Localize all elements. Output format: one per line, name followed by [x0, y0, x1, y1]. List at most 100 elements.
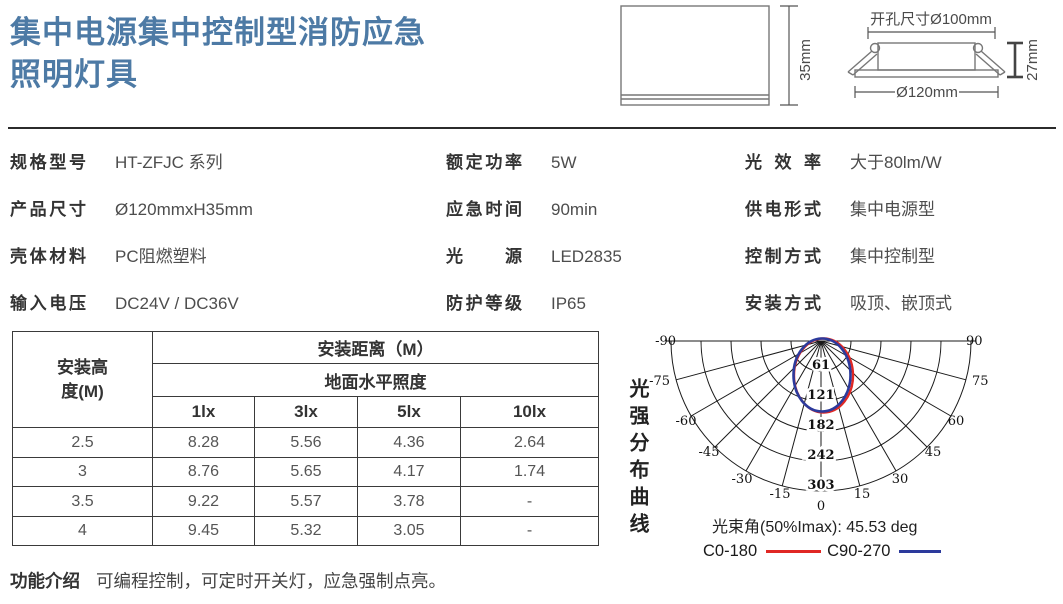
- distance-cell: -: [459, 486, 600, 517]
- distance-cell: 5.56: [254, 427, 358, 458]
- distance-cell: 3.05: [357, 516, 461, 546]
- distance-cell: 5.65: [254, 457, 358, 487]
- divider-line: [8, 127, 1056, 129]
- spec-model: 规格型号 HT-ZFJC 系列: [10, 152, 223, 174]
- page-title: 集中电源集中控制型消防应急 照明灯具: [10, 12, 426, 96]
- installation-table: 安装高度(M) 安装距离（M） 地面水平照度 1lx 3lx 5lx 10lx …: [12, 331, 600, 546]
- spec-label: 供电形式: [745, 200, 821, 219]
- spec-value: HT-ZFJC 系列: [115, 153, 223, 172]
- spec-light-source: 光源 LED2835: [446, 246, 622, 268]
- lux-header: 1lx: [152, 396, 255, 428]
- intensity-distribution-chart: -90 -75 -60 -45 -30 -15 0 15 30 45 60 75…: [649, 334, 988, 514]
- diameter-dimension-label: Ø120mm: [896, 84, 958, 101]
- depth-dimension: [1007, 41, 1023, 79]
- legend-label-c90-270: C90-270: [827, 542, 891, 560]
- height-header-cell: 安装高度(M): [12, 331, 153, 428]
- angle-tick: -75: [649, 374, 670, 389]
- spec-control-type: 控制方式 集中控制型: [745, 246, 935, 268]
- spec-value: 大于80lm/W: [850, 153, 942, 172]
- spec-value: LED2835: [551, 247, 622, 266]
- ring-label: 242: [807, 448, 834, 463]
- lamp-body-outline: [620, 5, 770, 106]
- table-row: 2.5 8.28 5.56 4.36 2.64: [12, 427, 600, 458]
- height-cell: 4: [12, 516, 153, 546]
- height-cell: 3.5: [12, 486, 153, 517]
- spec-value: 集中电源型: [850, 200, 935, 219]
- ring-label: 121: [807, 388, 834, 403]
- distance-cell: 4.17: [357, 457, 461, 487]
- spec-supply-type: 供电形式 集中电源型: [745, 199, 935, 221]
- spec-label: 应急时间: [446, 200, 522, 219]
- spec-label: 壳体材料: [10, 247, 86, 266]
- spec-label: 光源: [446, 247, 522, 266]
- intensity-ring-labels: 61 121 182 242 303: [805, 356, 837, 496]
- angle-tick: 75: [972, 374, 989, 389]
- illuminance-header-cell: 地面水平照度: [151, 363, 600, 397]
- beam-angle-text: 光束角(50%Imax): 45.53 deg: [712, 519, 918, 536]
- page-title-line2: 照明灯具: [10, 57, 138, 92]
- spec-power: 额定功率 5W: [446, 152, 577, 174]
- ring-label: 182: [807, 418, 834, 433]
- lux-header: 10lx: [459, 396, 600, 428]
- legend-line-c90-270: [899, 550, 942, 553]
- ring-label: 61: [812, 358, 830, 373]
- angle-tick: -60: [676, 414, 697, 429]
- angle-tick: 30: [892, 472, 909, 487]
- downlight-section: [847, 42, 1006, 78]
- spec-label: 防护等级: [446, 294, 522, 313]
- spec-mounting: 安装方式 吸顶、嵌顶式: [745, 293, 952, 315]
- angle-tick: -45: [699, 445, 720, 460]
- diameter-dimension: [854, 86, 999, 98]
- page-title-line1: 集中电源集中控制型消防应急: [10, 15, 426, 50]
- distance-cell: 8.28: [152, 427, 255, 458]
- table-row: 4 9.45 5.32 3.05 -: [12, 516, 600, 546]
- height-header-text: 安装高度(M): [57, 357, 108, 401]
- spec-value: PC阻燃塑料: [115, 247, 207, 266]
- distance-cell: 8.76: [152, 457, 255, 487]
- height-dimension: [780, 5, 798, 106]
- function-intro-text: 可编程控制，可定时开关灯，应急强制点亮。: [96, 571, 446, 591]
- spec-material: 壳体材料 PC阻燃塑料: [10, 246, 207, 268]
- spec-label: 光效率: [745, 153, 821, 172]
- angle-tick: -30: [732, 472, 753, 487]
- distance-cell: 5.57: [254, 486, 358, 517]
- legend-line-c0-180: [766, 550, 822, 553]
- section-view-drawing: 开孔尺寸Ø100mm Ø120mm 27mm: [847, 11, 1041, 101]
- table-row: 3 8.76 5.65 4.17 1.74: [12, 457, 600, 487]
- angle-tick: 15: [854, 487, 871, 502]
- angle-tick: 0: [817, 499, 825, 514]
- distance-cell: -: [459, 516, 600, 546]
- spec-label: 规格型号: [10, 153, 86, 172]
- spec-value: Ø120mmxH35mm: [115, 200, 253, 219]
- distance-cell: 9.22: [152, 486, 255, 517]
- distance-cell: 4.36: [357, 427, 461, 458]
- spec-value: IP65: [551, 294, 586, 313]
- angle-tick-labels: -90 -75 -60 -45 -30 -15 0 15 30 45 60 75…: [649, 334, 988, 514]
- function-intro-row: 功能介绍 可编程控制，可定时开关灯，应急强制点亮。: [10, 568, 446, 593]
- side-view-drawing: 35mm: [620, 5, 814, 106]
- spec-label: 控制方式: [745, 247, 821, 266]
- table-row: 3.5 9.22 5.57 3.78 -: [12, 486, 600, 517]
- height-cell: 3: [12, 457, 153, 487]
- spec-value: 90min: [551, 200, 598, 219]
- spec-value: 吸顶、嵌顶式: [850, 294, 952, 313]
- distance-cell: 5.32: [254, 516, 358, 546]
- distance-cell: 2.64: [459, 427, 600, 458]
- legend-label-c0-180: C0-180: [703, 542, 758, 560]
- spec-label: 输入电压: [10, 294, 86, 313]
- spec-value: DC24V / DC36V: [115, 294, 239, 313]
- height-dimension-label: 35mm: [797, 39, 814, 81]
- angle-tick: -90: [655, 334, 676, 349]
- spec-ip-rating: 防护等级 IP65: [446, 293, 586, 315]
- spec-label: 安装方式: [745, 294, 821, 313]
- curve-c90-270: [792, 337, 852, 413]
- spec-size: 产品尺寸 Ø120mmxH35mm: [10, 199, 253, 221]
- spec-emergency-time: 应急时间 90min: [446, 199, 597, 221]
- cutout-dimension: [867, 27, 996, 39]
- depth-dimension-label: 27mm: [1024, 39, 1041, 81]
- angle-tick: 45: [925, 445, 942, 460]
- distance-cell: 3.78: [357, 486, 461, 517]
- spec-efficacy: 光效率 大于80lm/W: [745, 152, 942, 174]
- distance-cell: 1.74: [459, 457, 600, 487]
